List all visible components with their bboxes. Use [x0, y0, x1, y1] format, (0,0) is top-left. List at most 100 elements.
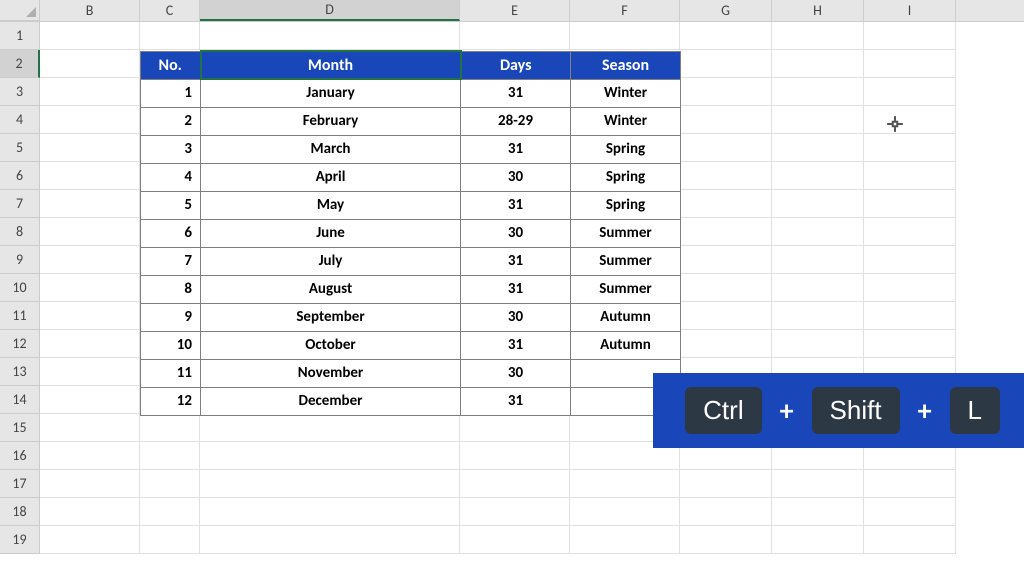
plus-1: + — [780, 393, 794, 428]
col-header-c[interactable]: C — [140, 0, 200, 21]
row-header-15[interactable]: 15 — [0, 414, 40, 442]
row-header-16[interactable]: 16 — [0, 442, 40, 470]
row-header-9[interactable]: 9 — [0, 246, 40, 274]
cell-season[interactable]: Spring — [571, 135, 681, 163]
header-month[interactable]: Month — [201, 51, 461, 79]
cell-days[interactable]: 31 — [461, 135, 571, 163]
months-table: No. Month Days Season 1January31Winter2F… — [140, 50, 681, 416]
col-header-h[interactable]: H — [772, 0, 864, 21]
table-row: 4April30Spring — [141, 163, 681, 191]
cell-season[interactable]: Summer — [571, 247, 681, 275]
table-row: 10October31Autumn — [141, 331, 681, 359]
row-header-8[interactable]: 8 — [0, 218, 40, 246]
cell-month[interactable]: April — [201, 163, 461, 191]
row-header-7[interactable]: 7 — [0, 190, 40, 218]
cell-no[interactable]: 4 — [141, 163, 201, 191]
header-no[interactable]: No. — [141, 51, 201, 79]
table-row: 3March31Spring — [141, 135, 681, 163]
cell-season[interactable]: Spring — [571, 191, 681, 219]
cell-month[interactable]: January — [201, 79, 461, 107]
cell-days[interactable]: 30 — [461, 219, 571, 247]
cell-month[interactable]: June — [201, 219, 461, 247]
table-body: 1January31Winter2February28-29Winter3Mar… — [141, 79, 681, 415]
cell-no[interactable]: 10 — [141, 331, 201, 359]
table-row: 1January31Winter — [141, 79, 681, 107]
row-header-1[interactable]: 1 — [0, 22, 40, 50]
cell-no[interactable]: 2 — [141, 107, 201, 135]
plus-2: + — [918, 393, 932, 428]
cell-days[interactable]: 30 — [461, 359, 571, 387]
cell-season[interactable]: Summer — [571, 219, 681, 247]
cell-month[interactable]: August — [201, 275, 461, 303]
cell-no[interactable]: 8 — [141, 275, 201, 303]
header-season[interactable]: Season — [571, 51, 681, 79]
cell-month[interactable]: October — [201, 331, 461, 359]
cell-month[interactable]: November — [201, 359, 461, 387]
cell-no[interactable]: 11 — [141, 359, 201, 387]
table-row: 7July31Summer — [141, 247, 681, 275]
col-header-g[interactable]: G — [680, 0, 772, 21]
col-header-e[interactable]: E — [460, 0, 570, 21]
col-header-d[interactable]: D — [200, 0, 460, 21]
select-all-corner[interactable] — [0, 0, 40, 21]
cell-no[interactable]: 3 — [141, 135, 201, 163]
row-header-10[interactable]: 10 — [0, 274, 40, 302]
header-days[interactable]: Days — [461, 51, 571, 79]
row-header-17[interactable]: 17 — [0, 470, 40, 498]
row-header-2[interactable]: 2 — [0, 50, 40, 78]
cell-days[interactable]: 31 — [461, 79, 571, 107]
table-row: 9September30Autumn — [141, 303, 681, 331]
col-header-i[interactable]: I — [864, 0, 956, 21]
row-header-5[interactable]: 5 — [0, 134, 40, 162]
cell-no[interactable]: 1 — [141, 79, 201, 107]
table-row: 6June30Summer — [141, 219, 681, 247]
col-header-b[interactable]: B — [40, 0, 140, 21]
row-header-12[interactable]: 12 — [0, 330, 40, 358]
cell-no[interactable]: 12 — [141, 387, 201, 415]
col-header-f[interactable]: F — [570, 0, 680, 21]
cell-season[interactable]: Autumn — [571, 303, 681, 331]
cell-month[interactable]: February — [201, 107, 461, 135]
cell-no[interactable]: 6 — [141, 219, 201, 247]
table-row: 12December31 — [141, 387, 681, 415]
cell-no[interactable]: 5 — [141, 191, 201, 219]
cell-season[interactable]: Spring — [571, 163, 681, 191]
cell-days[interactable]: 31 — [461, 247, 571, 275]
cell-no[interactable]: 7 — [141, 247, 201, 275]
table-header-row: No. Month Days Season — [141, 51, 681, 79]
row-header-14[interactable]: 14 — [0, 386, 40, 414]
table-row: 11November30 — [141, 359, 681, 387]
table-row: 2February28-29Winter — [141, 107, 681, 135]
cell-month[interactable]: May — [201, 191, 461, 219]
row-header-19[interactable]: 19 — [0, 526, 40, 554]
row-header-6[interactable]: 6 — [0, 162, 40, 190]
row-header-18[interactable]: 18 — [0, 498, 40, 526]
cell-month[interactable]: July — [201, 247, 461, 275]
key-shift: Shift — [812, 387, 900, 434]
cell-no[interactable]: 9 — [141, 303, 201, 331]
cell-days[interactable]: 31 — [461, 331, 571, 359]
row-header-11[interactable]: 11 — [0, 302, 40, 330]
cell-season[interactable]: Winter — [571, 79, 681, 107]
row-header-3[interactable]: 3 — [0, 78, 40, 106]
cell-days[interactable]: 30 — [461, 163, 571, 191]
key-l: L — [950, 387, 1000, 434]
cell-days[interactable]: 30 — [461, 303, 571, 331]
row-header-13[interactable]: 13 — [0, 358, 40, 386]
cell-season[interactable]: Winter — [571, 107, 681, 135]
cell-days[interactable]: 31 — [461, 275, 571, 303]
table-row: 5May31Spring — [141, 191, 681, 219]
cell-cursor-icon — [886, 115, 904, 138]
cell-days[interactable]: 31 — [461, 191, 571, 219]
cell-season[interactable]: Autumn — [571, 331, 681, 359]
row-headers: 12345678910111213141516171819 — [0, 22, 40, 554]
row-header-4[interactable]: 4 — [0, 106, 40, 134]
key-ctrl: Ctrl — [685, 387, 761, 434]
cell-season[interactable]: Summer — [571, 275, 681, 303]
cell-days[interactable]: 28-29 — [461, 107, 571, 135]
column-headers: BCDEFGHI — [0, 0, 1024, 22]
cell-month[interactable]: September — [201, 303, 461, 331]
cell-month[interactable]: March — [201, 135, 461, 163]
cell-days[interactable]: 31 — [461, 387, 571, 415]
cell-month[interactable]: December — [201, 387, 461, 415]
